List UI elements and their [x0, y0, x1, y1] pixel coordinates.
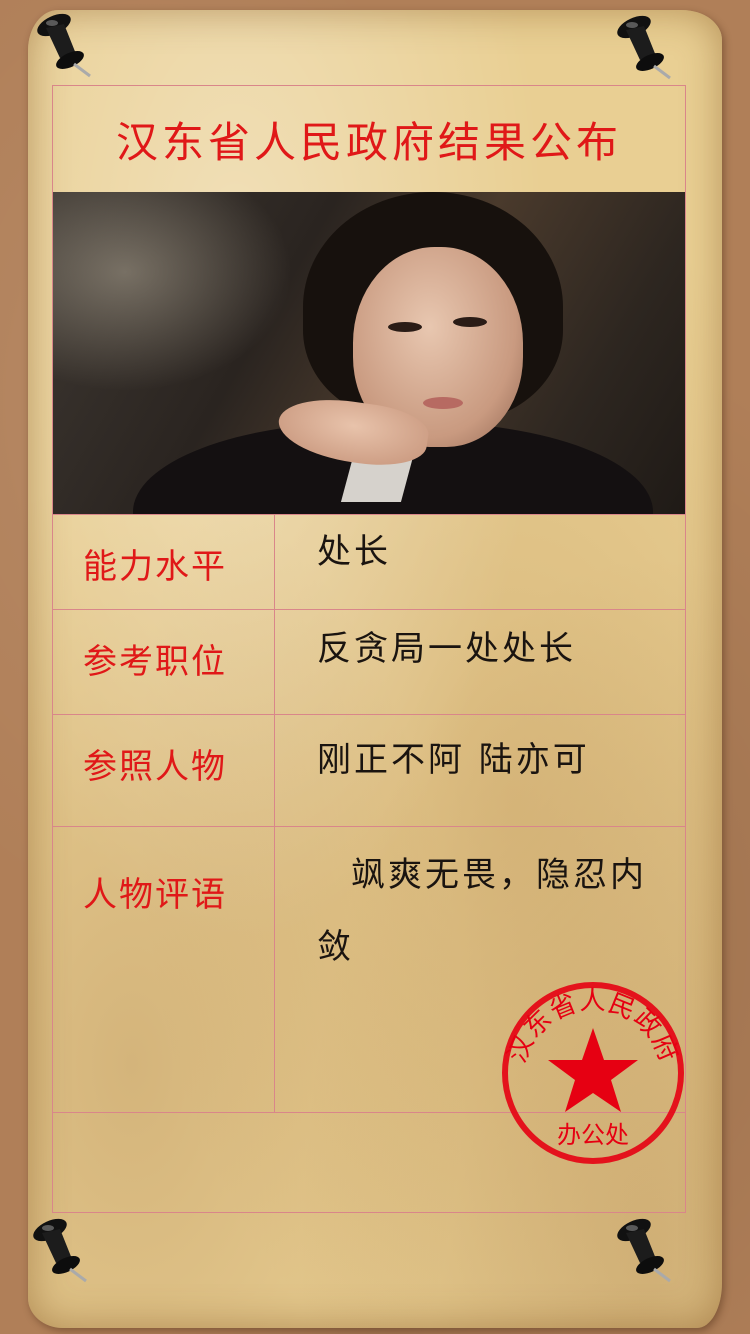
row-value: 处长 — [317, 532, 391, 572]
portrait-photo — [53, 192, 685, 514]
star-icon — [548, 1028, 638, 1112]
row-value: 反贪局一处处长 — [317, 629, 576, 669]
official-seal-stamp: 汉东省人民政府 办公处 — [502, 982, 684, 1164]
info-row-ability: 能力水平 处长 — [53, 514, 685, 610]
row-label: 参考职位 — [53, 610, 275, 715]
info-row-character: 参照人物 刚正不阿 陆亦可 — [53, 714, 685, 827]
row-value: 刚正不阿 陆亦可 — [317, 740, 590, 780]
row-label: 人物评语 — [53, 827, 275, 1112]
seal-bottom-text: 办公处 — [557, 1121, 629, 1149]
pushpin-icon — [617, 1218, 671, 1283]
result-card: 汉东省人民政府结果公布 能力水平 处长 参考职位 反贪局一处处长 参照人物 刚正… — [52, 85, 686, 1213]
info-row-comment: 人物评语 飒爽无畏，隐忍内敛 — [53, 826, 685, 1113]
info-row-position: 参考职位 反贪局一处处长 — [53, 609, 685, 715]
row-label: 参照人物 — [53, 715, 275, 827]
row-label: 能力水平 — [53, 515, 275, 610]
row-value: 飒爽无畏，隐忍内敛 — [317, 855, 647, 967]
pushpin-icon — [33, 1218, 87, 1283]
pushpin-icon — [37, 13, 91, 78]
title-bar: 汉东省人民政府结果公布 — [53, 86, 685, 193]
pushpin-icon — [617, 15, 671, 80]
page-title: 汉东省人民政府结果公布 — [115, 117, 622, 167]
